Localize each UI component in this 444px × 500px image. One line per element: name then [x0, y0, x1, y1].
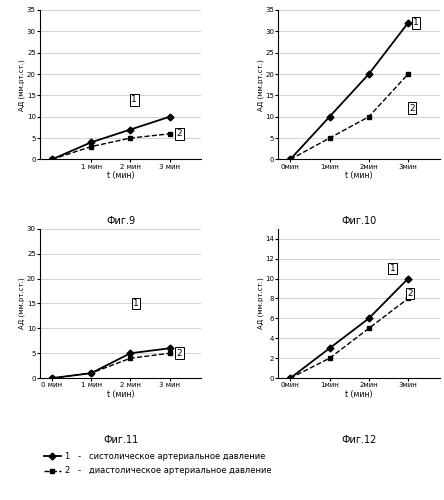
Text: Фиг.9: Фиг.9 [106, 216, 135, 226]
Y-axis label: АД (мм.рт.ст.): АД (мм.рт.ст.) [258, 59, 264, 110]
Text: Фиг.11: Фиг.11 [103, 435, 138, 445]
X-axis label: t (мин): t (мин) [107, 171, 134, 180]
Legend: 1   -   систолическое артериальное давление, 2   -   диастолическое артериальное: 1 - систолическое артериальное давление,… [44, 452, 272, 475]
Text: 2: 2 [177, 349, 182, 358]
Text: 1: 1 [413, 18, 419, 28]
Y-axis label: АД (мм.рт.ст.): АД (мм.рт.ст.) [19, 278, 25, 330]
Text: 1: 1 [389, 264, 395, 273]
X-axis label: t (мин): t (мин) [345, 390, 373, 398]
Text: 2: 2 [407, 289, 413, 298]
Text: 1: 1 [133, 299, 139, 308]
Y-axis label: АД (мм.рт.ст.): АД (мм.рт.ст.) [258, 278, 264, 330]
Text: 2: 2 [409, 104, 415, 112]
Text: 2: 2 [177, 130, 182, 138]
Y-axis label: АД (мм.рт.ст.): АД (мм.рт.ст.) [19, 59, 25, 110]
Text: 1: 1 [131, 95, 137, 104]
Text: Фиг.10: Фиг.10 [341, 216, 377, 226]
X-axis label: t (мин): t (мин) [107, 390, 134, 398]
Text: Фиг.12: Фиг.12 [341, 435, 377, 445]
X-axis label: t (мин): t (мин) [345, 171, 373, 180]
